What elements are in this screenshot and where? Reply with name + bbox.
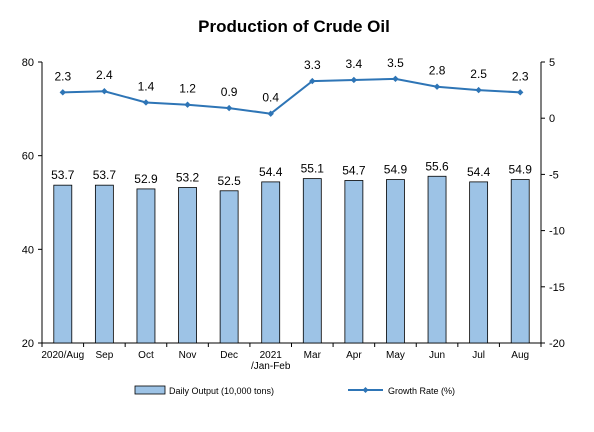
- right-tick-label: -10: [549, 226, 565, 238]
- legend-bar-label: Daily Output (10,000 tons): [169, 386, 274, 396]
- line-point: [184, 101, 191, 108]
- chart-title: Production of Crude Oil: [198, 17, 390, 36]
- bar: [261, 181, 281, 344]
- bar-data-label: 54.4: [467, 165, 491, 179]
- left-tick-label: 20: [22, 338, 34, 350]
- bar-data-label: 53.7: [93, 168, 117, 182]
- x-tick-label: Nov: [179, 350, 197, 361]
- bar-data-label: 52.5: [217, 174, 241, 188]
- bar-data-label: 54.9: [384, 163, 408, 177]
- right-tick-label: 5: [549, 57, 555, 69]
- bar: [53, 184, 73, 344]
- line-data-label: 3.3: [304, 58, 321, 72]
- x-tick-label: Jun: [429, 350, 445, 361]
- x-tick-label: May: [386, 350, 405, 361]
- line-data-label: 2.3: [54, 69, 71, 83]
- line-data-label: 3.5: [387, 56, 404, 70]
- right-tick-label: -15: [549, 282, 565, 294]
- line-point: [309, 77, 316, 85]
- legend: Daily Output (10,000 tons) Growth Rate (%…: [134, 385, 455, 396]
- x-tick-label: Oct: [138, 350, 154, 361]
- line-data-label: 1.2: [179, 82, 196, 96]
- line-data-label: 1.4: [138, 79, 155, 93]
- line-data-label: 0.4: [262, 91, 279, 105]
- left-tick-label: 40: [22, 244, 34, 256]
- left-tick-label: 80: [22, 57, 34, 69]
- line-data-label: 0.9: [221, 85, 238, 99]
- line-data-label: 2.3: [512, 69, 529, 83]
- bar: [219, 190, 239, 344]
- bar-data-label: 54.4: [259, 165, 283, 179]
- line-point: [225, 104, 233, 112]
- bar: [302, 178, 322, 344]
- bar: [94, 184, 114, 344]
- bar-data-label: 53.2: [176, 171, 200, 185]
- bar: [178, 187, 197, 344]
- bar: [136, 188, 156, 344]
- x-tick-label: Sep: [95, 350, 113, 361]
- x-tick-label: Aug: [511, 350, 529, 361]
- bar-data-label: 54.9: [509, 163, 533, 177]
- line-point: [433, 83, 441, 90]
- line-series: 2.3 2.4 1.4 1.2 0.9 0.4 3.3 3.4 3.5 2.8 2.5 2.3: [54, 56, 529, 117]
- line-point: [267, 110, 274, 117]
- x-tick-label: Jul: [472, 350, 485, 361]
- growth-rate-line: [62, 77, 521, 115]
- bar-data-label: 55.1: [301, 162, 325, 176]
- line-point: [475, 86, 482, 94]
- line-data-label: 2.5: [470, 67, 487, 81]
- axes: 20 40 60 80 5 0 -5 -10 -15 -20 2020/Aug Sep Oct Nov De…: [22, 57, 565, 372]
- line-point: [59, 89, 66, 96]
- line-data-label: 2.8: [429, 64, 446, 78]
- bar: [510, 179, 530, 344]
- line-data-label: 2.4: [96, 68, 113, 82]
- legend-bar-swatch: [134, 385, 166, 395]
- bar: [344, 180, 364, 344]
- right-tick-label: -5: [549, 169, 559, 181]
- bar-data-label: 54.7: [342, 163, 366, 177]
- x-tick-label: Apr: [346, 350, 362, 361]
- x-tick-label: 2020/Aug: [41, 350, 84, 361]
- legend-line-marker: [362, 387, 369, 393]
- x-tick-label: Dec: [220, 350, 238, 361]
- line-point: [392, 75, 399, 83]
- bar: [427, 175, 447, 344]
- bar-data-label: 52.9: [134, 172, 158, 186]
- bar: [386, 179, 405, 344]
- right-tick-label: 0: [549, 113, 555, 125]
- x-tick-label: 2021/Jan-Feb: [251, 350, 291, 372]
- line-data-label: 3.4: [346, 57, 363, 71]
- bar-data-label: 55.6: [425, 159, 449, 173]
- line-point: [517, 89, 524, 96]
- line-point: [142, 99, 150, 106]
- line-point: [350, 76, 358, 84]
- line-point: [101, 88, 108, 95]
- bar-data-label: 53.7: [51, 168, 75, 182]
- left-tick-label: 60: [22, 151, 34, 163]
- bar: [469, 181, 489, 344]
- bar-series: 53.7 53.7 52.9 53.2 52.5 54.4 55.1 54.7 54.9 55.6…: [51, 159, 533, 344]
- right-tick-label: -20: [549, 338, 565, 350]
- legend-line-label: Growth Rate (%): [388, 386, 455, 396]
- x-tick-label: Mar: [304, 350, 322, 361]
